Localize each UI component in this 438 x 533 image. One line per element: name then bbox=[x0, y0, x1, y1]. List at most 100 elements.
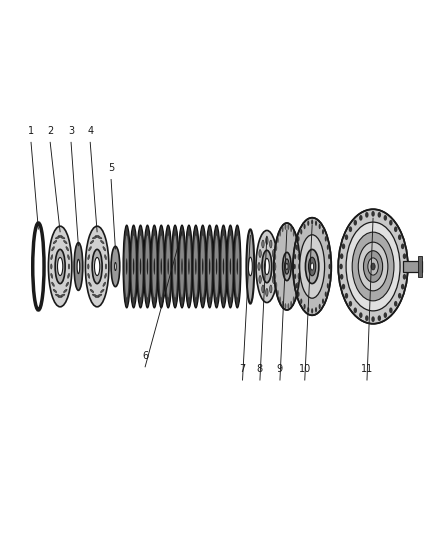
Ellipse shape bbox=[359, 215, 363, 221]
Ellipse shape bbox=[270, 240, 272, 248]
Ellipse shape bbox=[256, 230, 278, 303]
Ellipse shape bbox=[297, 236, 300, 241]
Ellipse shape bbox=[90, 240, 94, 244]
Ellipse shape bbox=[181, 258, 183, 275]
Ellipse shape bbox=[315, 307, 317, 312]
Ellipse shape bbox=[53, 289, 57, 293]
Ellipse shape bbox=[144, 225, 151, 308]
Ellipse shape bbox=[202, 258, 204, 275]
Ellipse shape bbox=[307, 221, 309, 226]
Ellipse shape bbox=[85, 226, 109, 307]
Ellipse shape bbox=[50, 264, 52, 269]
Ellipse shape bbox=[270, 285, 272, 293]
Ellipse shape bbox=[180, 236, 184, 297]
Ellipse shape bbox=[90, 289, 94, 293]
Ellipse shape bbox=[293, 231, 295, 237]
Ellipse shape bbox=[88, 264, 89, 269]
Bar bbox=[403, 261, 422, 272]
Ellipse shape bbox=[137, 225, 144, 308]
Ellipse shape bbox=[403, 253, 406, 259]
Ellipse shape bbox=[328, 264, 331, 269]
Ellipse shape bbox=[201, 236, 205, 297]
Ellipse shape bbox=[235, 236, 239, 297]
Ellipse shape bbox=[61, 294, 65, 296]
Ellipse shape bbox=[282, 226, 283, 232]
Ellipse shape bbox=[152, 236, 156, 297]
Ellipse shape bbox=[123, 225, 131, 308]
Ellipse shape bbox=[285, 303, 286, 309]
Ellipse shape bbox=[228, 236, 233, 297]
Ellipse shape bbox=[283, 252, 291, 281]
Ellipse shape bbox=[53, 240, 57, 244]
Ellipse shape bbox=[88, 247, 92, 251]
Ellipse shape bbox=[285, 259, 289, 274]
Ellipse shape bbox=[32, 221, 46, 312]
Ellipse shape bbox=[378, 212, 381, 217]
Ellipse shape bbox=[248, 257, 252, 276]
Ellipse shape bbox=[55, 294, 60, 296]
Ellipse shape bbox=[140, 258, 141, 275]
Ellipse shape bbox=[294, 273, 296, 279]
Text: 6: 6 bbox=[142, 351, 148, 361]
Ellipse shape bbox=[297, 245, 298, 251]
Ellipse shape bbox=[287, 224, 289, 230]
Ellipse shape bbox=[55, 249, 65, 284]
Text: 10: 10 bbox=[299, 364, 311, 374]
Ellipse shape bbox=[276, 282, 277, 288]
Ellipse shape bbox=[234, 225, 241, 308]
Ellipse shape bbox=[293, 264, 296, 269]
Ellipse shape bbox=[340, 274, 343, 280]
Ellipse shape bbox=[88, 282, 92, 286]
Ellipse shape bbox=[88, 255, 90, 260]
Ellipse shape bbox=[384, 215, 387, 221]
Ellipse shape bbox=[394, 227, 397, 232]
Ellipse shape bbox=[325, 236, 327, 241]
Ellipse shape bbox=[215, 236, 219, 297]
Ellipse shape bbox=[126, 258, 127, 275]
Ellipse shape bbox=[209, 258, 210, 275]
Ellipse shape bbox=[103, 282, 106, 286]
Ellipse shape bbox=[188, 258, 190, 275]
Ellipse shape bbox=[276, 245, 277, 251]
Ellipse shape bbox=[294, 254, 296, 260]
Ellipse shape bbox=[115, 262, 116, 271]
Ellipse shape bbox=[290, 226, 292, 232]
Ellipse shape bbox=[88, 273, 90, 278]
Ellipse shape bbox=[51, 273, 53, 278]
Ellipse shape bbox=[290, 301, 292, 307]
Ellipse shape bbox=[151, 225, 158, 308]
Ellipse shape bbox=[161, 258, 162, 275]
Ellipse shape bbox=[52, 282, 54, 286]
Ellipse shape bbox=[133, 258, 134, 275]
Ellipse shape bbox=[64, 289, 67, 293]
Ellipse shape bbox=[298, 254, 300, 260]
Ellipse shape bbox=[304, 304, 306, 309]
Ellipse shape bbox=[300, 235, 325, 298]
Ellipse shape bbox=[216, 258, 217, 275]
Ellipse shape bbox=[349, 227, 352, 232]
Ellipse shape bbox=[300, 229, 302, 235]
Ellipse shape bbox=[262, 240, 264, 248]
Ellipse shape bbox=[287, 303, 289, 309]
Ellipse shape bbox=[208, 236, 212, 297]
Ellipse shape bbox=[274, 223, 300, 310]
Ellipse shape bbox=[67, 273, 70, 278]
Ellipse shape bbox=[95, 296, 99, 297]
Ellipse shape bbox=[195, 258, 197, 275]
Ellipse shape bbox=[298, 263, 300, 270]
Text: 2: 2 bbox=[47, 126, 53, 135]
Text: 11: 11 bbox=[361, 364, 373, 374]
Ellipse shape bbox=[298, 273, 300, 279]
Ellipse shape bbox=[297, 292, 300, 297]
Ellipse shape bbox=[66, 247, 69, 251]
Ellipse shape bbox=[92, 237, 96, 239]
Ellipse shape bbox=[174, 258, 176, 275]
Ellipse shape bbox=[359, 312, 363, 318]
Ellipse shape bbox=[266, 288, 268, 296]
Ellipse shape bbox=[286, 263, 288, 270]
Ellipse shape bbox=[340, 253, 343, 259]
Ellipse shape bbox=[401, 284, 404, 289]
Ellipse shape bbox=[92, 249, 102, 284]
Text: 3: 3 bbox=[68, 126, 74, 135]
Ellipse shape bbox=[403, 264, 407, 269]
